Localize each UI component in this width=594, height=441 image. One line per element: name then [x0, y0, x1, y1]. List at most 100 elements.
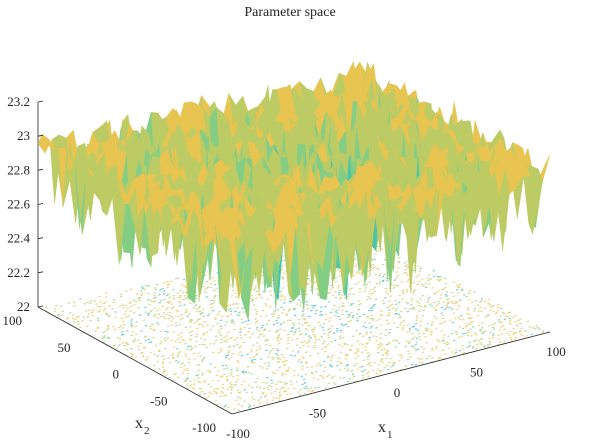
surface-patch — [227, 230, 239, 300]
contour-mark — [265, 314, 268, 317]
contour-mark — [376, 368, 380, 371]
contour-mark — [382, 361, 385, 364]
contour-mark — [433, 292, 436, 295]
contour-mark — [446, 302, 450, 305]
contour-mark — [300, 332, 303, 335]
contour-mark — [222, 367, 226, 370]
contour-mark — [153, 313, 157, 316]
contour-mark — [100, 337, 104, 340]
contour-mark — [482, 345, 486, 348]
contour-mark — [163, 311, 166, 314]
contour-mark — [189, 321, 193, 323]
contour-mark — [240, 337, 243, 339]
contour-mark — [400, 321, 403, 324]
contour-mark — [356, 350, 360, 353]
contour-mark — [163, 337, 167, 340]
contour-mark — [282, 272, 286, 275]
contour-mark — [370, 309, 374, 312]
contour-mark — [290, 354, 293, 357]
contour-mark — [284, 373, 287, 376]
contour-mark — [218, 331, 221, 334]
contour-mark — [395, 307, 398, 310]
contour-mark — [161, 305, 164, 308]
z-tick-mark — [37, 100, 44, 103]
contour-mark — [163, 281, 166, 284]
contour-mark — [300, 361, 303, 364]
contour-mark — [131, 325, 134, 328]
contour-mark — [257, 329, 261, 332]
contour-mark — [248, 356, 252, 359]
contour-mark — [337, 286, 340, 289]
contour-mark — [443, 277, 447, 280]
contour-mark — [386, 353, 390, 356]
contour-mark — [439, 297, 442, 300]
contour-mark — [375, 326, 378, 329]
contour-mark — [171, 324, 174, 327]
contour-mark — [189, 348, 193, 351]
contour-mark — [401, 289, 405, 292]
contour-mark — [255, 320, 259, 323]
contour-mark — [497, 334, 500, 337]
contour-mark — [356, 340, 360, 343]
contour-mark — [60, 314, 63, 317]
contour-mark — [83, 302, 87, 305]
contour-mark — [446, 301, 450, 304]
contour-mark — [346, 295, 349, 298]
contour-mark — [119, 324, 123, 327]
contour-mark — [214, 399, 218, 402]
contour-mark — [284, 370, 288, 372]
contour-mark — [405, 288, 409, 291]
contour-mark — [301, 314, 304, 317]
contour-mark — [144, 324, 148, 327]
contour-mark — [303, 340, 306, 343]
contour-mark — [395, 271, 399, 274]
contour-mark — [477, 310, 481, 313]
contour-mark — [377, 363, 380, 366]
contour-mark — [229, 310, 233, 313]
contour-mark — [151, 300, 155, 303]
contour-mark — [234, 310, 237, 313]
contour-mark — [368, 353, 371, 356]
contour-mark — [356, 269, 360, 272]
contour-mark — [98, 309, 101, 311]
x-tick-label: 100 — [546, 344, 566, 359]
contour-mark — [177, 296, 180, 299]
contour-mark — [254, 297, 258, 300]
contour-mark — [381, 353, 385, 356]
contour-mark — [424, 282, 428, 285]
contour-mark — [144, 358, 148, 361]
contour-mark — [317, 386, 320, 389]
contour-mark — [430, 331, 433, 334]
contour-mark — [170, 354, 174, 357]
contour-mark — [452, 295, 456, 298]
contour-mark — [325, 375, 329, 378]
contour-mark — [414, 343, 418, 346]
surface-plot — [37, 61, 551, 320]
contour-mark — [260, 296, 264, 299]
contour-mark — [330, 376, 334, 379]
contour-mark — [227, 351, 230, 354]
contour-mark — [373, 286, 377, 289]
contour-mark — [405, 340, 409, 343]
contour-mark — [257, 336, 261, 339]
contour-mark — [392, 321, 396, 324]
contour-mark — [157, 313, 161, 316]
contour-mark — [509, 319, 512, 322]
contour-mark — [430, 330, 433, 332]
contour-mark — [306, 277, 310, 280]
contour-mark — [356, 368, 359, 371]
contour-mark — [197, 369, 201, 372]
contour-mark — [89, 319, 93, 322]
contour-mark — [230, 336, 233, 339]
contour-mark — [282, 321, 286, 324]
contour-mark — [373, 290, 376, 293]
contour-mark — [207, 395, 210, 398]
contour-mark — [455, 301, 459, 304]
contour-mark — [457, 316, 460, 319]
contour-mark — [157, 367, 161, 370]
contour-mark — [279, 328, 282, 331]
contour-mark — [416, 348, 420, 351]
contour-mark — [225, 321, 228, 323]
contour-mark — [415, 316, 419, 319]
contour-mark — [431, 321, 434, 324]
